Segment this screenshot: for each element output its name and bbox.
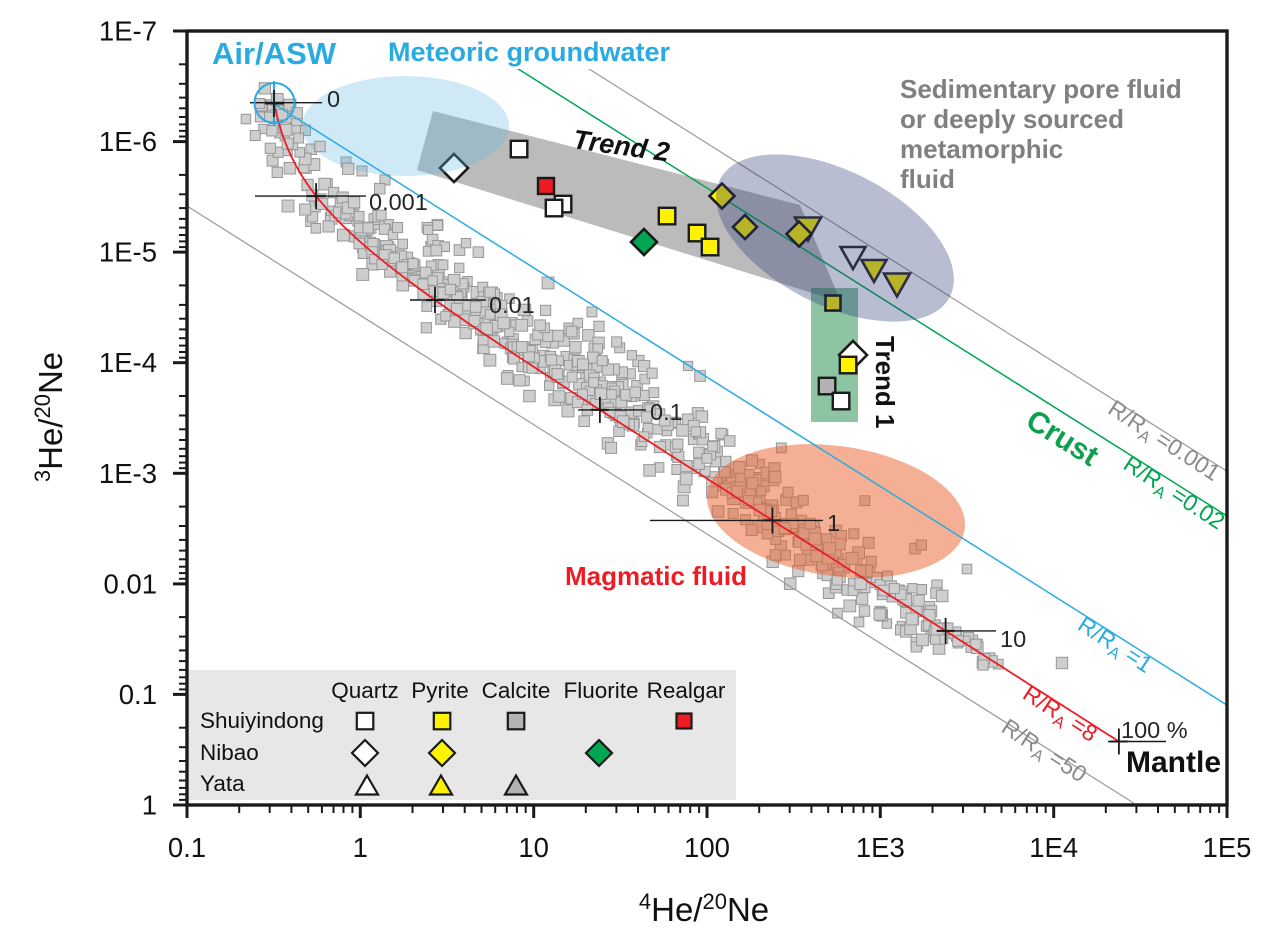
svg-text:1: 1 — [142, 790, 157, 821]
svg-text:1E-3: 1E-3 — [99, 458, 157, 489]
svg-text:Calcite: Calcite — [482, 678, 551, 703]
svg-text:1E-4: 1E-4 — [99, 347, 157, 378]
svg-text:Pyrite: Pyrite — [411, 678, 469, 703]
svg-text:10: 10 — [518, 832, 549, 863]
svg-text:Meteoric groundwater: Meteoric groundwater — [388, 37, 671, 67]
svg-text:0.1: 0.1 — [119, 679, 157, 710]
svg-text:1: 1 — [353, 832, 368, 863]
svg-text:1E5: 1E5 — [1203, 832, 1252, 863]
svg-text:Magmatic fluid: Magmatic fluid — [565, 561, 747, 591]
svg-text:or deeply sourced: or deeply sourced — [900, 104, 1124, 134]
svg-text:0.001: 0.001 — [369, 189, 428, 215]
svg-text:10: 10 — [1000, 626, 1026, 652]
svg-text:Mantle: Mantle — [1126, 746, 1221, 779]
svg-text:Fluorite: Fluorite — [563, 678, 638, 703]
svg-text:Shuiyindong: Shuiyindong — [200, 708, 324, 733]
svg-text:1: 1 — [827, 510, 840, 536]
svg-text:Quartz: Quartz — [331, 678, 399, 703]
svg-text:fluid: fluid — [900, 164, 955, 194]
svg-text:0: 0 — [327, 86, 340, 112]
svg-text:Air/ASW: Air/ASW — [212, 36, 337, 71]
svg-text:1E-7: 1E-7 — [99, 16, 157, 47]
svg-text:Yata: Yata — [200, 771, 245, 796]
svg-text:100: 100 — [684, 832, 730, 863]
svg-text:1E3: 1E3 — [856, 832, 905, 863]
svg-text:Nibao: Nibao — [200, 740, 259, 765]
svg-text:0.1: 0.1 — [168, 832, 206, 863]
svg-text:0.1: 0.1 — [650, 399, 683, 425]
svg-text:3He/20Ne: 3He/20Ne — [30, 352, 69, 482]
svg-text:4He/20Ne: 4He/20Ne — [639, 889, 769, 928]
svg-text:1E-6: 1E-6 — [99, 126, 157, 157]
svg-text:1E4: 1E4 — [1029, 832, 1078, 863]
svg-text:0.01: 0.01 — [489, 292, 535, 318]
svg-text:Trend 1: Trend 1 — [870, 336, 900, 428]
svg-text:Sedimentary pore fluid: Sedimentary pore fluid — [900, 74, 1182, 104]
svg-text:100 %: 100 % — [1121, 717, 1188, 743]
svg-text:Realgar: Realgar — [647, 678, 726, 703]
svg-text:0.01: 0.01 — [103, 568, 157, 599]
svg-text:1E-5: 1E-5 — [99, 237, 157, 268]
svg-text:metamorphic: metamorphic — [900, 134, 1063, 164]
